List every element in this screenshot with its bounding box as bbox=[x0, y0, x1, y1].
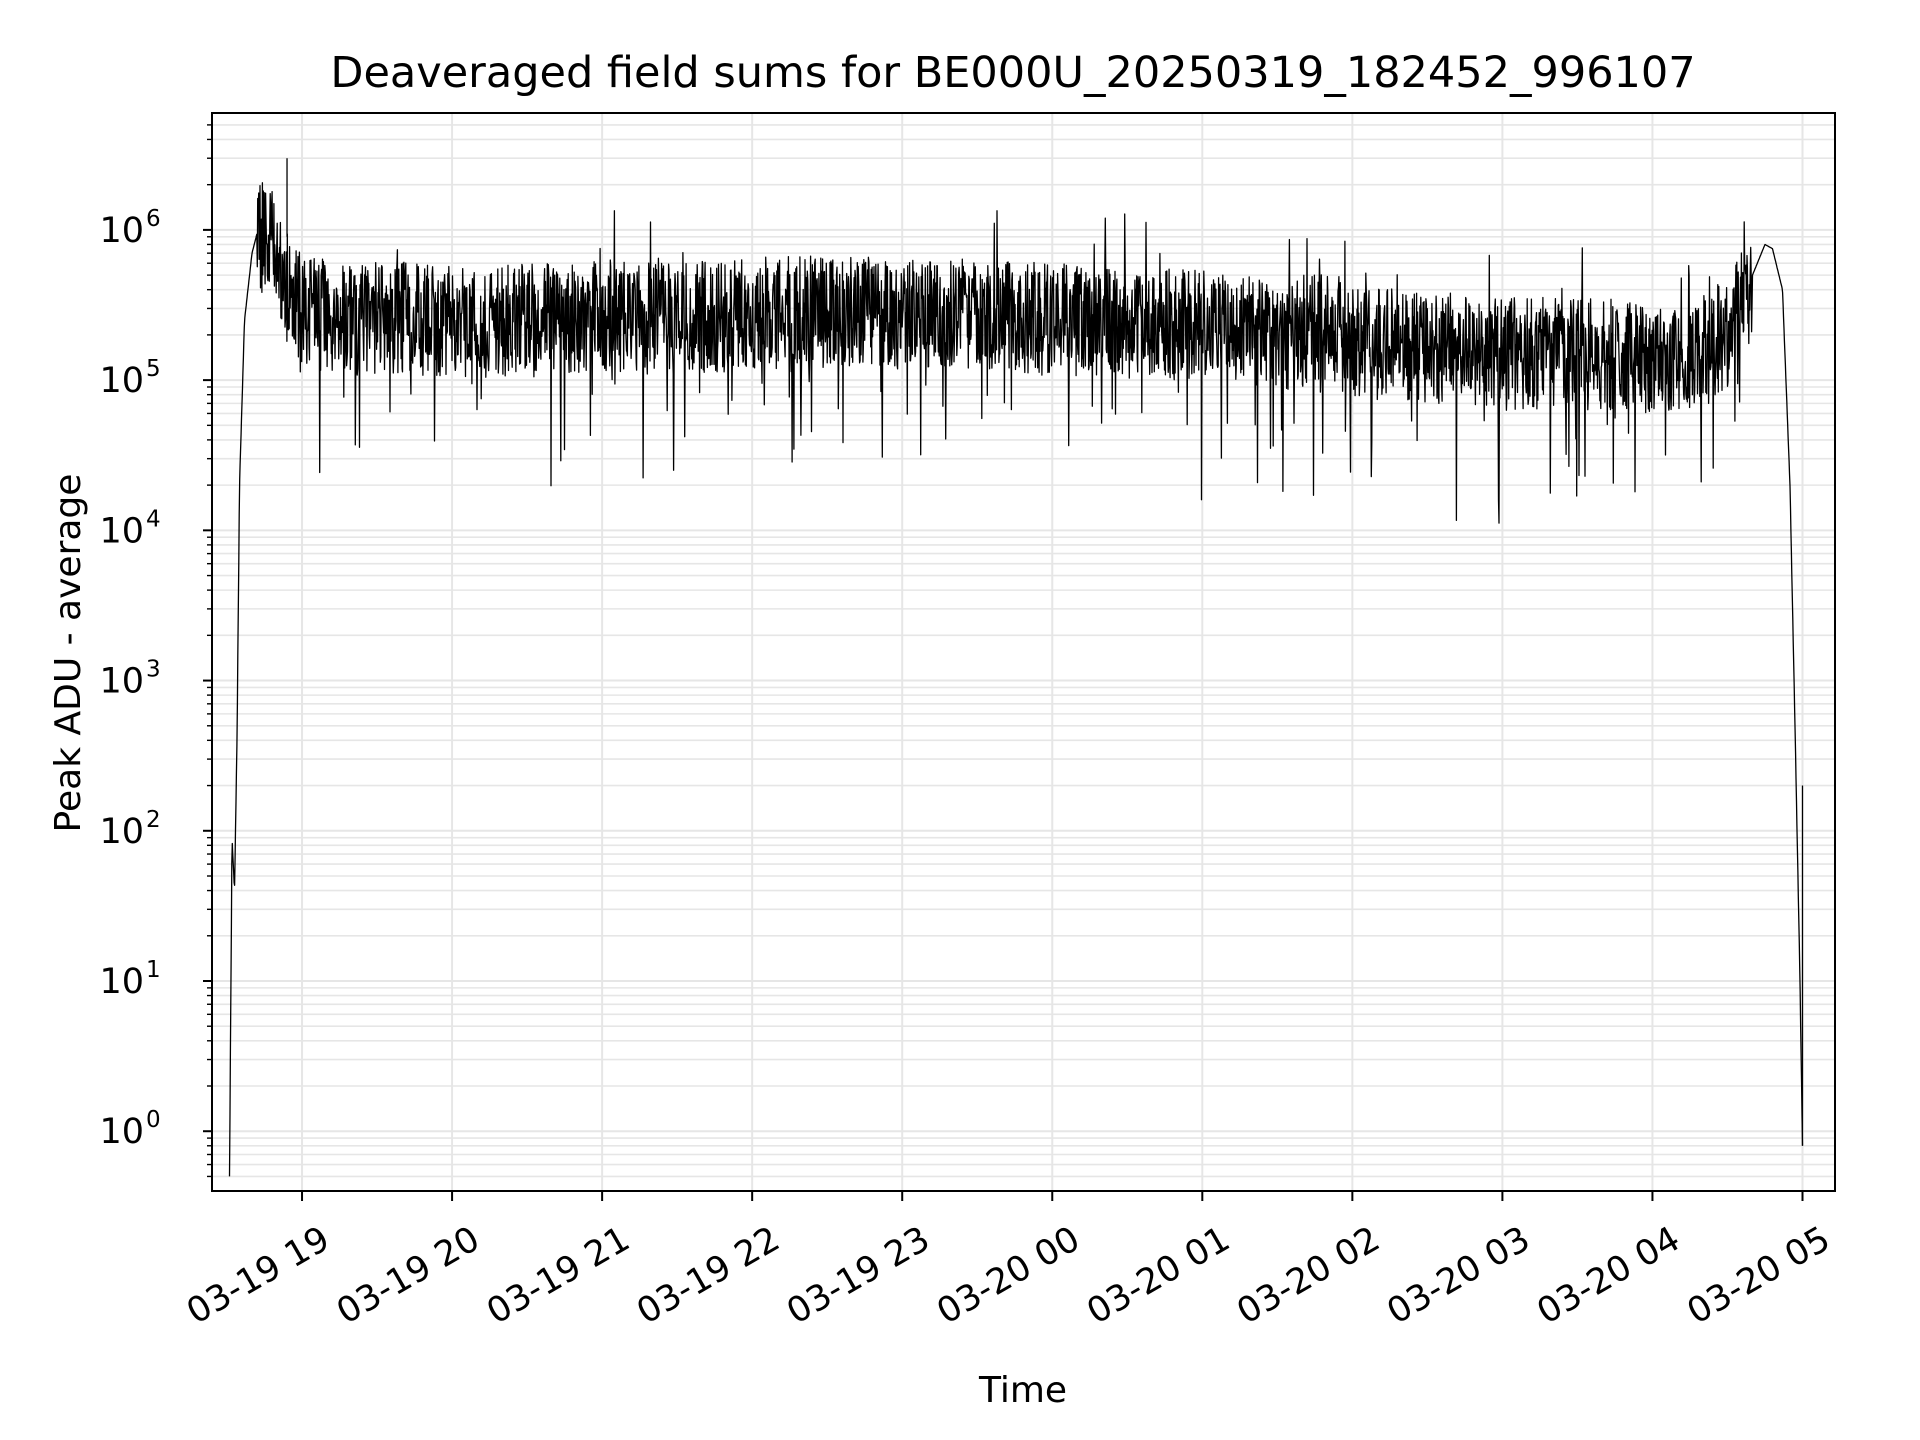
series-line bbox=[228, 182, 1804, 1177]
data-line-group bbox=[228, 158, 1804, 1177]
x-tick-label: 03-19 23 bbox=[780, 1219, 936, 1332]
x-tick-label: 03-20 02 bbox=[1231, 1219, 1387, 1332]
y-tick-exponent: 6 bbox=[146, 206, 161, 232]
x-tick-label: 03-20 04 bbox=[1531, 1219, 1687, 1332]
x-tick-label: 03-19 21 bbox=[480, 1219, 636, 1332]
x-tick-label: 03-20 00 bbox=[930, 1219, 1086, 1332]
y-tick-exponent: 4 bbox=[146, 506, 161, 532]
x-tick-label: 03-19 20 bbox=[330, 1219, 486, 1332]
y-tick-exponent: 0 bbox=[146, 1107, 161, 1133]
x-tick-label: 03-19 19 bbox=[180, 1219, 336, 1332]
y-tick-exponent: 3 bbox=[146, 657, 161, 683]
y-tick-label: 10 bbox=[99, 1112, 144, 1152]
y-tick-label: 10 bbox=[99, 361, 144, 401]
grid bbox=[212, 113, 1835, 1191]
y-tick-label: 10 bbox=[99, 962, 144, 1002]
y-tick-label: 10 bbox=[99, 211, 144, 251]
x-tick-label: 03-20 03 bbox=[1381, 1219, 1537, 1332]
y-axis-label: Peak ADU - average bbox=[48, 474, 89, 833]
y-tick-exponent: 1 bbox=[146, 957, 161, 983]
x-tick-label: 03-20 05 bbox=[1681, 1219, 1837, 1332]
y-tick-exponent: 2 bbox=[146, 807, 161, 833]
x-tick-label: 03-19 22 bbox=[630, 1219, 786, 1332]
y-tick-label: 10 bbox=[99, 662, 144, 702]
y-tick-label: 10 bbox=[99, 812, 144, 852]
y-tick-exponent: 5 bbox=[146, 356, 161, 382]
plot-frame bbox=[211, 112, 1836, 1192]
x-axis-label: Time bbox=[978, 1370, 1067, 1411]
chart-title: Deaveraged field sums for BE000U_2025031… bbox=[330, 48, 1695, 98]
y-tick-label: 10 bbox=[99, 511, 144, 551]
x-tick-label: 03-20 01 bbox=[1081, 1219, 1237, 1332]
